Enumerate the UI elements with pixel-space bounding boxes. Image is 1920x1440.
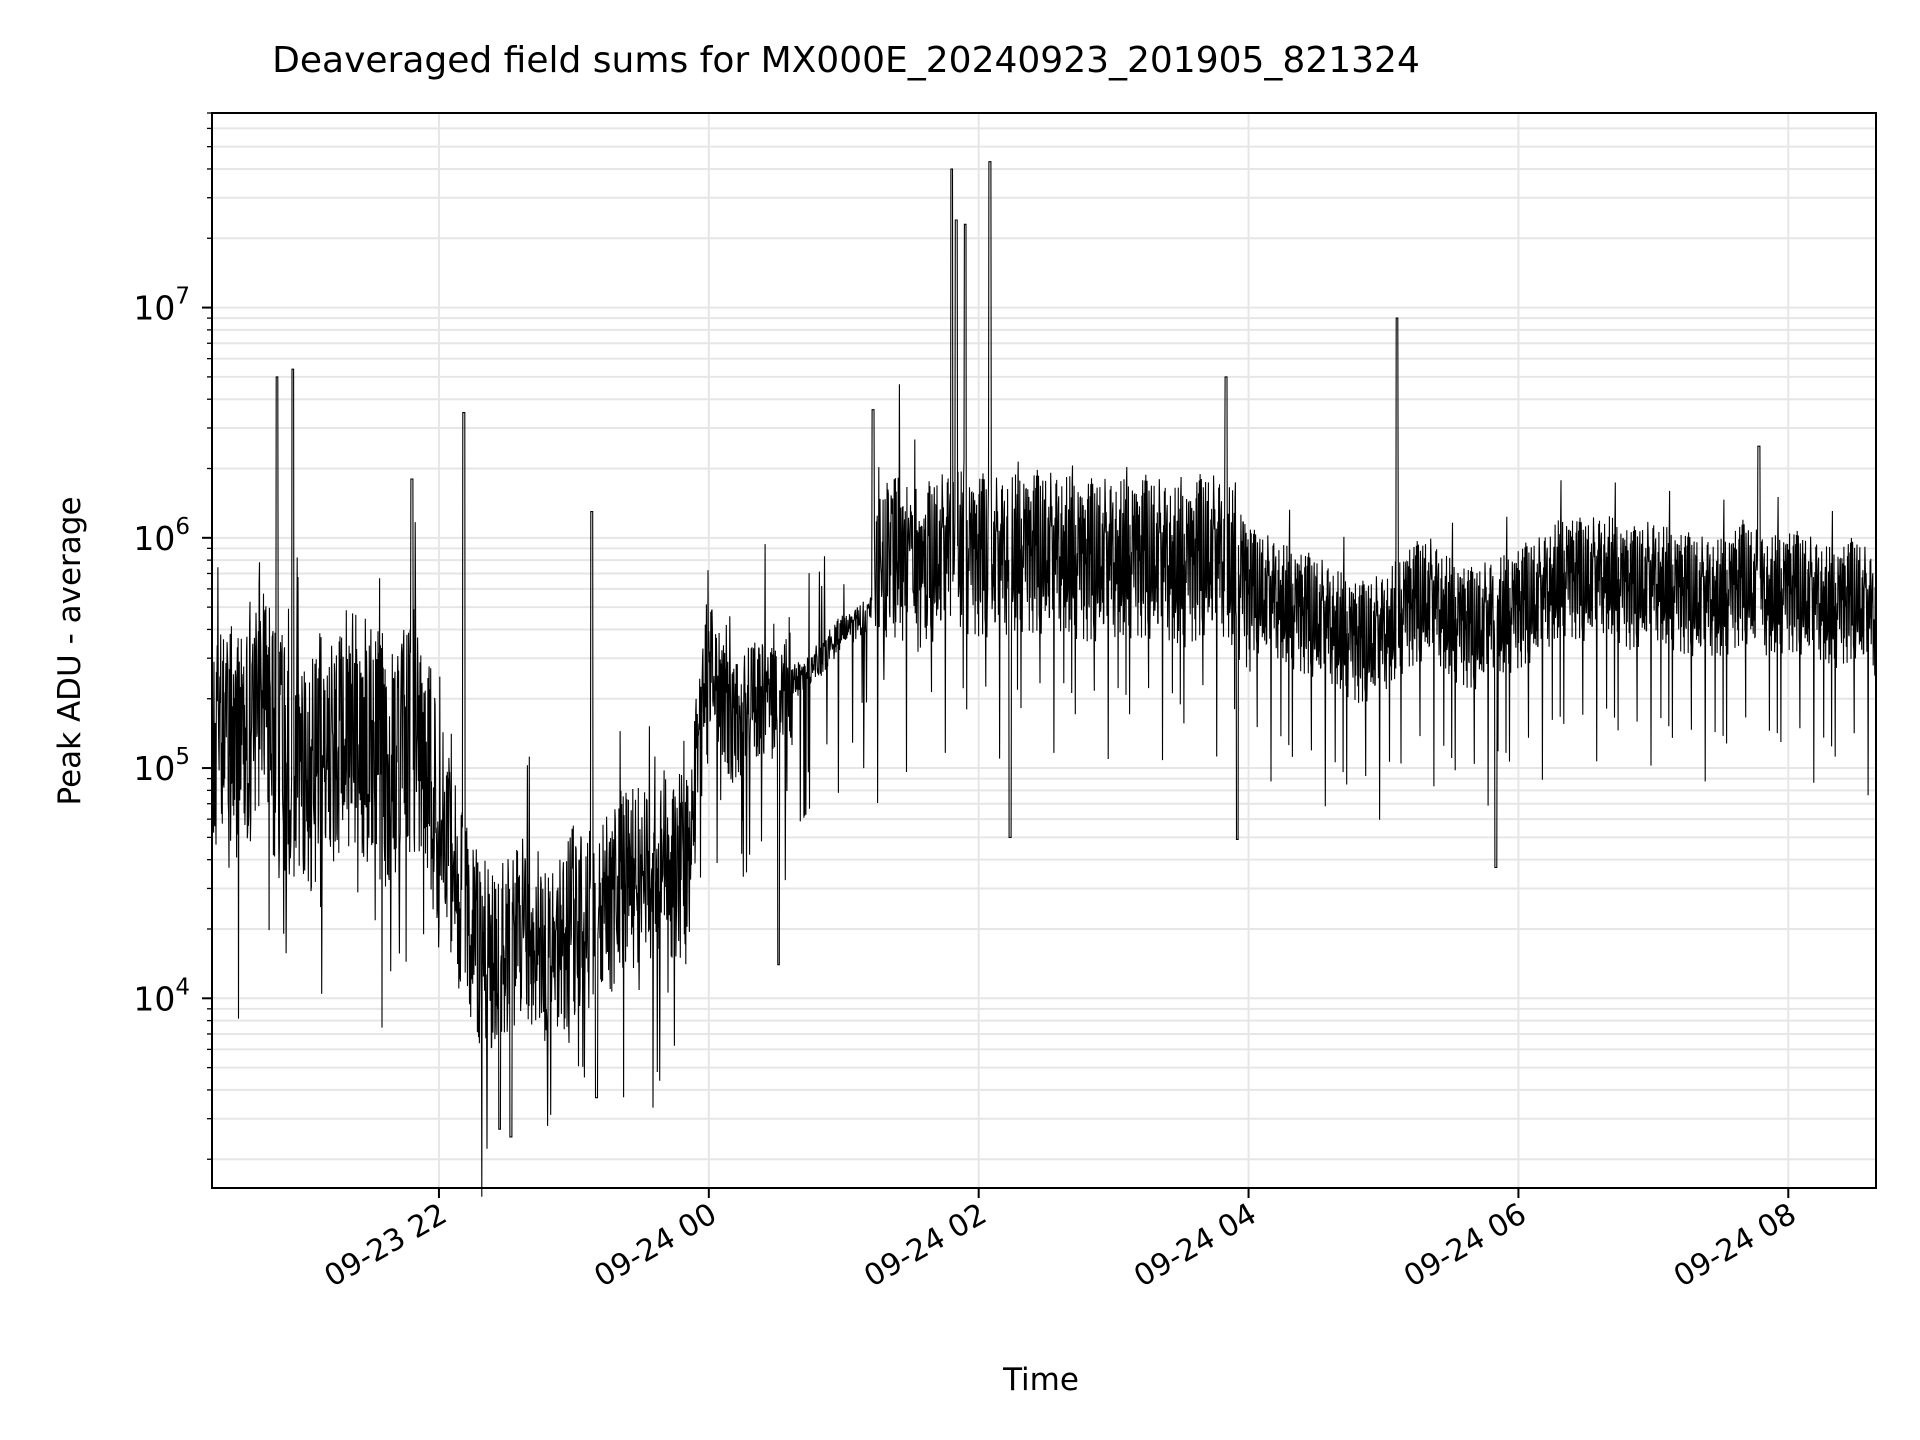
plot-frame [211, 112, 1877, 1189]
series-line [211, 161, 1877, 1197]
y-tick-label: 104 [133, 974, 190, 1018]
y-tick-exponent: 5 [175, 744, 190, 770]
y-tick-exponent: 6 [175, 514, 190, 540]
grid [212, 112, 1876, 1188]
y-tick-exponent: 4 [175, 974, 190, 1000]
y-axis-label: Peak ADU - average [52, 496, 88, 805]
chart-title: Deaveraged field sums for MX000E_2024092… [272, 40, 1420, 81]
x-axis-label: Time [1002, 1362, 1079, 1398]
series-layer [211, 161, 1877, 1197]
y-tick-exponent: 7 [175, 284, 190, 310]
